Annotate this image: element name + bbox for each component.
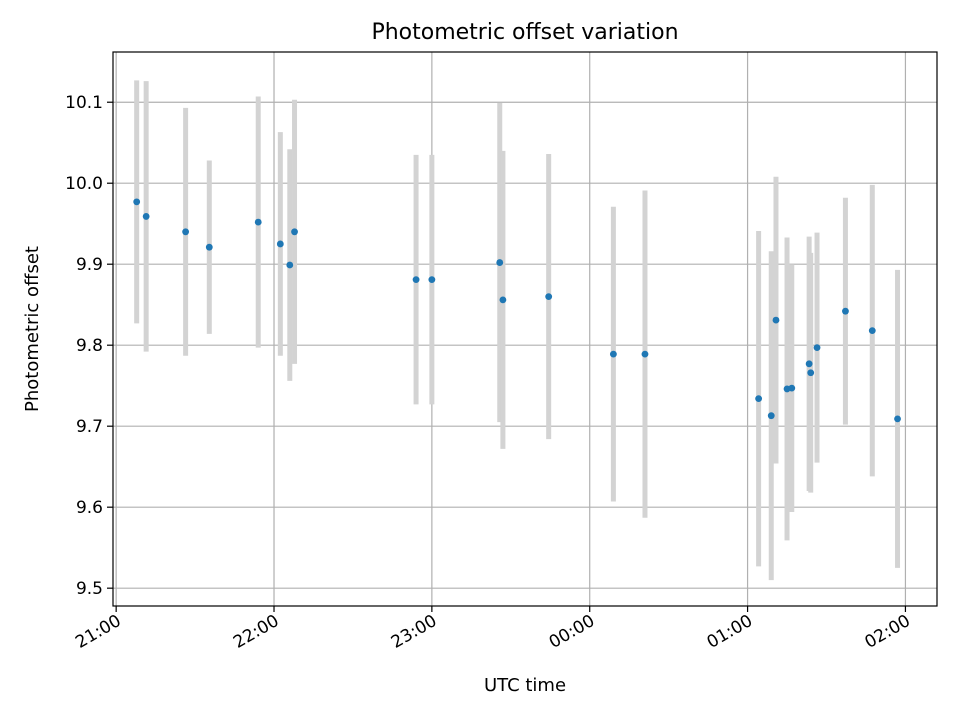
data-point: [142, 213, 150, 220]
data-point: [755, 395, 763, 403]
data-point: [807, 369, 815, 377]
y-tick-label: 10.1: [65, 93, 103, 113]
point-layer: [133, 198, 901, 423]
data-point: [868, 327, 876, 335]
x-tick-label: 22:00: [230, 611, 282, 653]
data-point: [805, 360, 813, 368]
data-point: [499, 296, 507, 304]
chart-title: Photometric offset variation: [371, 20, 678, 45]
data-point: [496, 259, 504, 266]
data-point: [813, 344, 821, 352]
data-point: [842, 307, 849, 315]
data-point: [767, 412, 775, 420]
y-tick-label: 9.9: [76, 255, 103, 275]
data-point: [545, 293, 553, 301]
y-tick-label: 9.8: [76, 336, 103, 356]
x-axis-label: UTC time: [484, 675, 566, 696]
data-point: [894, 415, 901, 423]
errorbar-layer: [134, 80, 901, 581]
data-point: [412, 276, 420, 283]
data-point: [641, 350, 649, 358]
plot-frame: [112, 51, 938, 607]
x-tick-label: 21:00: [72, 611, 124, 653]
y-axis: 9.5 9.6 9.7 9.8 9.9 10.0 10.1: [65, 93, 113, 599]
data-point: [609, 350, 617, 358]
y-tick-label: 9.5: [76, 579, 103, 599]
x-axis: 21:00 22:00 23:00 00:00 01:00 02:00: [72, 606, 914, 653]
x-tick-label: 02:00: [861, 611, 913, 653]
y-tick-label: 9.6: [76, 498, 103, 518]
data-point: [133, 198, 141, 206]
data-point: [428, 276, 436, 283]
x-tick-label: 01:00: [704, 611, 756, 653]
y-tick-label: 9.7: [76, 417, 103, 437]
data-point: [286, 261, 294, 269]
data-point: [276, 240, 284, 248]
x-tick-label: 23:00: [388, 611, 440, 653]
data-point: [291, 228, 298, 236]
x-tick-label: 00:00: [546, 611, 598, 653]
data-point: [788, 384, 796, 392]
y-axis-label: Photometric offset: [22, 246, 43, 412]
data-point: [254, 218, 262, 226]
y-tick-label: 10.0: [65, 174, 103, 194]
data-point: [182, 228, 190, 236]
grid-layer: [113, 52, 937, 606]
data-point: [205, 243, 213, 251]
data-point: [772, 316, 780, 324]
